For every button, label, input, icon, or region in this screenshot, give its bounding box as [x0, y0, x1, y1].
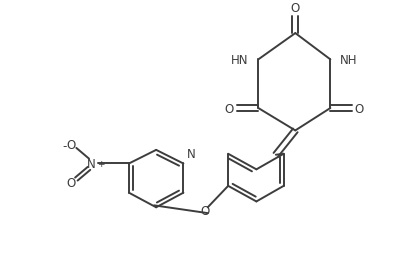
Text: O: O: [67, 177, 76, 190]
Text: NH: NH: [340, 54, 358, 67]
Text: -: -: [62, 140, 67, 153]
Text: O: O: [200, 204, 209, 217]
Text: O: O: [225, 102, 234, 115]
Text: N: N: [87, 157, 95, 170]
Text: O: O: [355, 102, 364, 115]
Text: N: N: [187, 147, 196, 160]
Text: +: +: [97, 159, 104, 168]
Text: O: O: [291, 2, 300, 14]
Text: HN: HN: [231, 54, 249, 67]
Text: O: O: [67, 138, 76, 151]
